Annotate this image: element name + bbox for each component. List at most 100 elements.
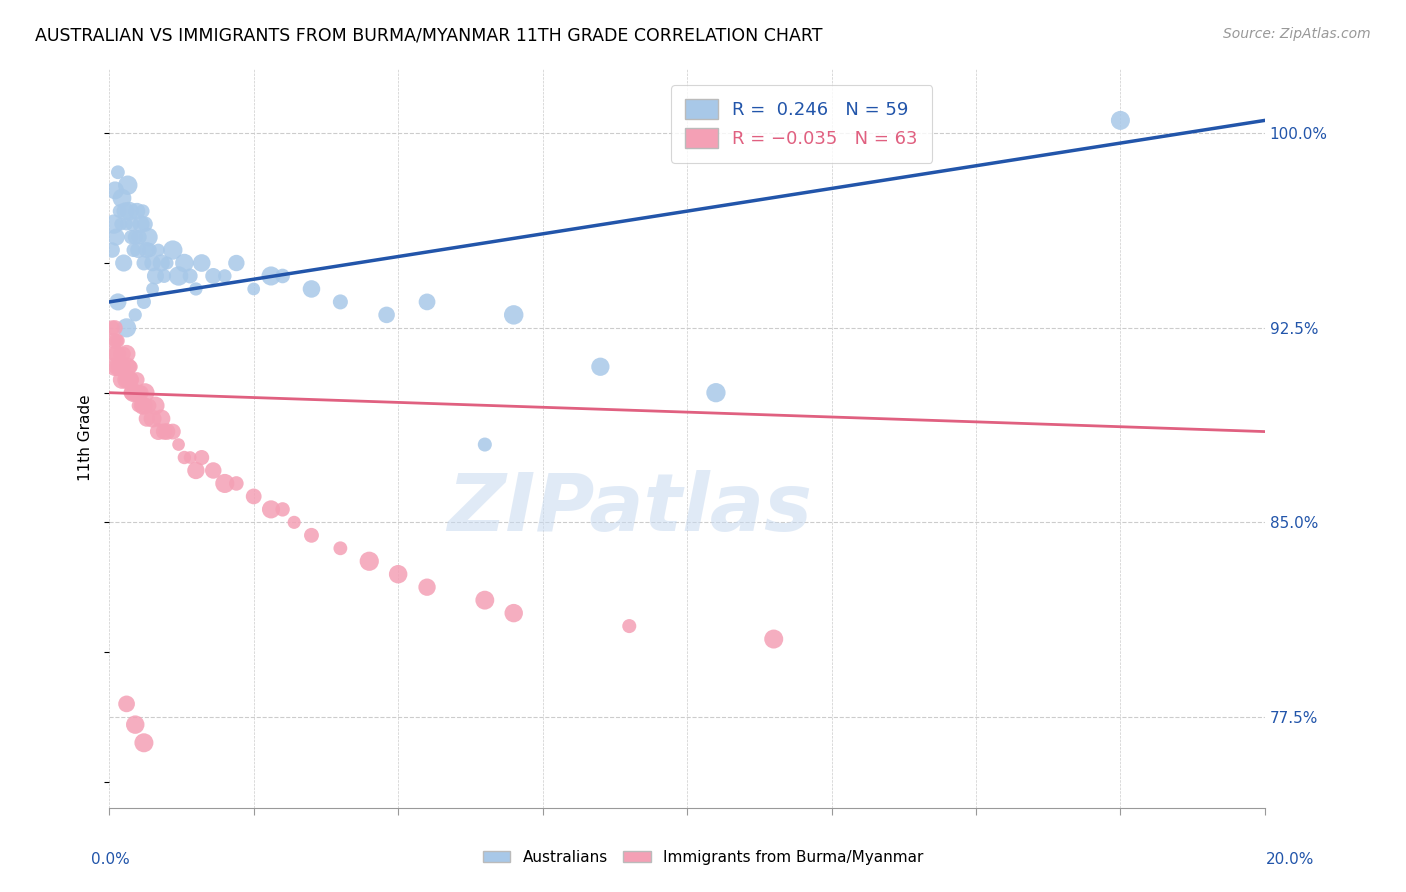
- Point: [117, 178, 139, 193]
- Point: [202, 463, 225, 477]
- Point: [134, 217, 156, 231]
- Point: [214, 476, 236, 491]
- Point: [107, 359, 129, 374]
- Point: [150, 256, 173, 270]
- Text: Source: ZipAtlas.com: Source: ZipAtlas.com: [1223, 27, 1371, 41]
- Point: [108, 347, 131, 361]
- Point: [104, 321, 127, 335]
- Point: [148, 425, 170, 439]
- Point: [474, 437, 496, 451]
- Point: [704, 385, 727, 400]
- Point: [416, 580, 439, 594]
- Point: [142, 256, 165, 270]
- Point: [225, 476, 247, 491]
- Point: [105, 347, 128, 361]
- Point: [112, 256, 135, 270]
- Point: [375, 308, 398, 322]
- Point: [115, 217, 138, 231]
- Point: [190, 256, 212, 270]
- Point: [132, 204, 155, 219]
- Point: [115, 373, 138, 387]
- Point: [120, 359, 142, 374]
- Point: [271, 268, 294, 283]
- Point: [128, 385, 150, 400]
- Point: [129, 385, 152, 400]
- Point: [329, 541, 352, 556]
- Point: [124, 230, 146, 244]
- Point: [127, 243, 149, 257]
- Point: [589, 359, 612, 374]
- Point: [387, 567, 409, 582]
- Point: [103, 347, 125, 361]
- Point: [115, 347, 138, 361]
- Point: [190, 450, 212, 465]
- Point: [125, 204, 148, 219]
- Point: [167, 437, 190, 451]
- Point: [184, 463, 207, 477]
- Point: [150, 411, 173, 425]
- Point: [103, 217, 125, 231]
- Point: [271, 502, 294, 516]
- Point: [214, 268, 236, 283]
- Point: [110, 217, 132, 231]
- Point: [619, 619, 641, 633]
- Point: [138, 399, 160, 413]
- Text: 20.0%: 20.0%: [1267, 852, 1315, 867]
- Point: [111, 373, 134, 387]
- Point: [135, 243, 157, 257]
- Point: [125, 373, 148, 387]
- Point: [142, 282, 165, 296]
- Point: [162, 243, 184, 257]
- Text: 0.0%: 0.0%: [91, 852, 131, 867]
- Point: [118, 373, 141, 387]
- Point: [112, 347, 135, 361]
- Point: [124, 385, 146, 400]
- Point: [122, 243, 145, 257]
- Point: [173, 450, 195, 465]
- Point: [416, 294, 439, 309]
- Point: [329, 294, 352, 309]
- Text: AUSTRALIAN VS IMMIGRANTS FROM BURMA/MYANMAR 11TH GRADE CORRELATION CHART: AUSTRALIAN VS IMMIGRANTS FROM BURMA/MYAN…: [35, 27, 823, 45]
- Point: [105, 334, 128, 348]
- Point: [105, 230, 128, 244]
- Point: [129, 217, 152, 231]
- Point: [107, 334, 129, 348]
- Point: [132, 736, 155, 750]
- Point: [128, 230, 150, 244]
- Point: [134, 385, 156, 400]
- Point: [138, 230, 160, 244]
- Point: [115, 697, 138, 711]
- Point: [153, 268, 176, 283]
- Point: [153, 425, 176, 439]
- Point: [762, 632, 785, 646]
- Point: [1109, 113, 1132, 128]
- Point: [179, 268, 201, 283]
- Point: [502, 308, 524, 322]
- Point: [242, 282, 264, 296]
- Point: [111, 191, 134, 205]
- Point: [132, 399, 155, 413]
- Point: [101, 243, 124, 257]
- Point: [118, 204, 141, 219]
- Point: [138, 243, 160, 257]
- Point: [124, 717, 146, 731]
- Point: [135, 411, 157, 425]
- Point: [103, 334, 125, 348]
- Point: [156, 256, 179, 270]
- Point: [184, 282, 207, 296]
- Point: [132, 256, 155, 270]
- Point: [145, 268, 167, 283]
- Y-axis label: 11th Grade: 11th Grade: [79, 395, 93, 482]
- Point: [260, 502, 283, 516]
- Point: [301, 282, 323, 296]
- Point: [115, 321, 138, 335]
- Point: [107, 294, 129, 309]
- Point: [121, 373, 143, 387]
- Point: [117, 359, 139, 374]
- Point: [120, 230, 142, 244]
- Point: [132, 294, 155, 309]
- Point: [120, 385, 142, 400]
- Point: [132, 399, 155, 413]
- Legend: Australians, Immigrants from Burma/Myanmar: Australians, Immigrants from Burma/Myanm…: [477, 844, 929, 871]
- Point: [502, 606, 524, 620]
